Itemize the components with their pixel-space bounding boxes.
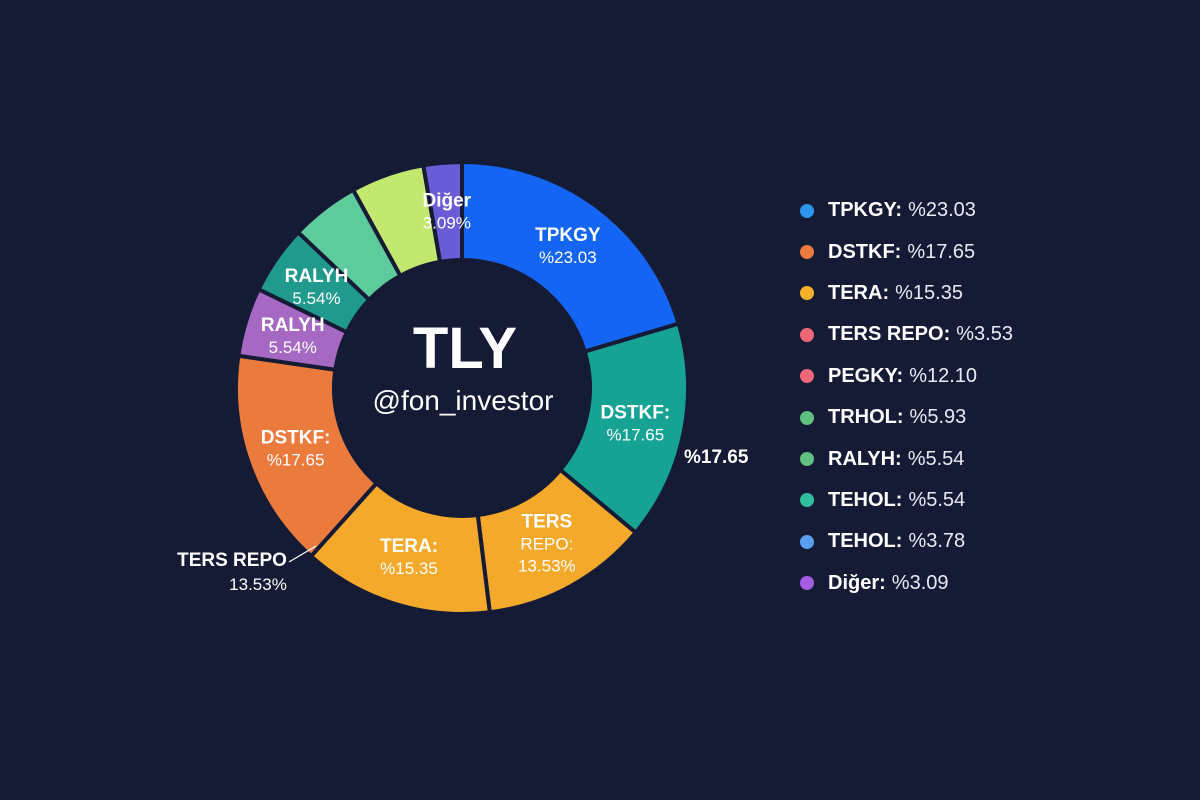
legend-label: RALYH: [828,447,902,470]
legend-label: PEGKY: [828,364,904,387]
slice-label-dstkf-4-1: %17.65 [267,450,325,469]
slice-label-ters-repo-2-1: REPO: [520,534,573,553]
legend-item: TERA: %15.35 [800,273,1013,314]
center-handle: @fon_investor [373,385,554,416]
legend-item: TEHOL: %5.54 [800,480,1013,521]
legend-value: %15.35 [895,281,963,304]
slice-label-dstkf-1-0: DSTKF: [601,403,671,424]
legend-item: RALYH: %5.54 [800,438,1013,479]
legend-value: %23.03 [908,199,976,222]
legend-value: %3.78 [908,530,966,553]
slice-label-tera-3-1: %15.35 [380,559,438,578]
legend-swatch [800,534,814,549]
slice-label-ralyh-5-0: RALYH [261,315,325,336]
slice-label-dstkf-1-1: %17.65 [607,426,665,445]
legend-swatch [800,493,814,508]
legend-swatch [800,576,814,591]
legend-label: DSTKF: [828,240,902,263]
slice-label-tpkgy-0-0: TPKGY [535,225,601,246]
slice-label-dstkf-4-0: DSTKF: [261,427,331,448]
slice-labels: TPKGY %23.03 DSTKF: %17.65 TERS REPO: 13.53% TE… [261,191,670,578]
slice-label-ralyh-6-1: 5.54% [292,289,340,308]
slice-tpkgy-0 [460,159,682,355]
legend-value: %5.54 [907,447,965,470]
slice-label-ralyh-5-1: 5.54% [269,338,317,357]
legend-label: Diğer: [828,571,886,594]
slice-label-ralyh-6-0: RALYH [285,266,349,287]
legend-swatch [800,286,814,301]
legend-value: %17.65 [907,240,976,263]
legend-swatch [800,327,814,342]
legend-value: %5.93 [909,406,967,429]
center-title: TLY [413,316,517,381]
legend-item: TERS REPO: %3.53 [800,314,1013,355]
legend-item: Diğer: %3.09 [800,563,1013,604]
slice-label-di-er-9-0: Diğer [423,191,472,212]
legend-item: TRHOL: %5.93 [800,397,1013,438]
donut-slices [234,159,690,616]
legend-label: TRHOL: [828,406,904,429]
legend-item: PEGKY: %12.10 [800,356,1013,397]
legend-label: TEHOL: [828,530,903,553]
legend-swatch [800,452,814,467]
slice-label-ters-repo-2-2: 13.53% [518,556,576,575]
dstkf-callout-value: %17.65 [684,447,749,468]
legend-swatch [800,203,814,218]
slice-label-tera-3-0: TERA: [380,536,438,557]
slice-label-tpkgy-0-1: %23.03 [539,248,597,267]
legend-value: %3.53 [956,323,1013,346]
legend-value: %5.54 [908,488,966,511]
legend-item: TPKGY: %23.03 [800,190,1013,231]
slice-label-di-er-9-1: 3.09% [423,214,471,233]
legend-label: TERS REPO: [828,323,951,346]
ters-repo-callout-value: 13.53% [229,575,287,594]
legend-swatch [800,245,814,260]
legend-item: TEHOL: %3.78 [800,521,1013,562]
legend-value: %12.10 [909,364,978,387]
ters-repo-callout-name: TERS REPO [177,550,287,571]
slice-di-er-9 [420,159,464,265]
legend-label: TERA: [828,281,890,304]
legend-label: TEHOL: [828,488,903,511]
legend-value: %3.09 [891,571,949,594]
legend-item: DSTKF: %17.65 [800,231,1013,272]
legend-swatch [800,410,814,425]
legend: TPKGY: %23.03 DSTKF: %17.65 TERA: %15.35 TERS … [800,190,1013,604]
slice-label-ters-repo-2-0: TERS [522,511,573,532]
legend-swatch [800,369,814,384]
legend-label: TPKGY: [828,199,903,222]
ters-repo-callout-line [288,545,317,563]
